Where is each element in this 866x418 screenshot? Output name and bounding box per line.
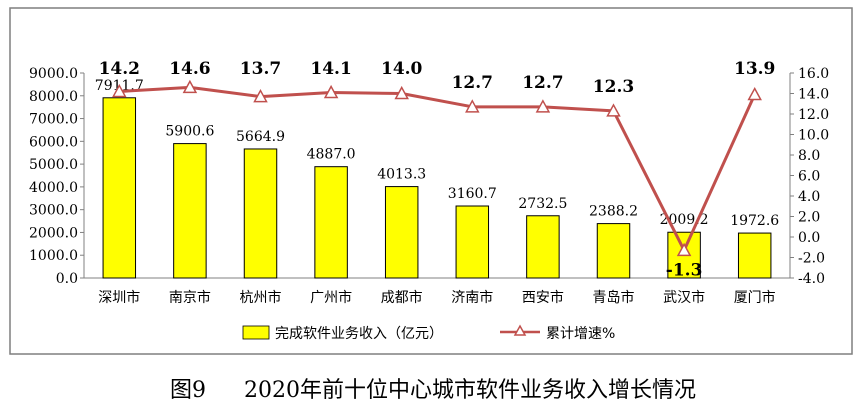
line-value-label: 12.7 bbox=[522, 73, 563, 93]
left-axis-tick-label: 4000.0 bbox=[29, 180, 78, 196]
bar bbox=[243, 148, 278, 279]
x-tick-label: 济南市 bbox=[451, 289, 493, 306]
legend-bar-label: 完成软件业务收入（亿元） bbox=[275, 326, 443, 342]
right-axis-tick-label: 0.0 bbox=[798, 230, 820, 246]
line-value-label: -1.3 bbox=[666, 260, 703, 280]
right-axis-tick-label: 6.0 bbox=[798, 169, 820, 185]
left-axis-tick-label: 8000.0 bbox=[29, 89, 78, 105]
left-axis-tick-label: 5000.0 bbox=[29, 157, 78, 173]
right-axis-tick-label: -2.0 bbox=[798, 251, 825, 267]
bar bbox=[384, 186, 419, 279]
x-tick-label: 西安市 bbox=[522, 289, 564, 306]
bar bbox=[526, 215, 560, 279]
left-axis-tick-label: 6000.0 bbox=[29, 134, 78, 150]
x-tick-label: 武汉市 bbox=[663, 289, 705, 306]
line-marker bbox=[253, 89, 268, 103]
line-marker bbox=[182, 79, 198, 94]
x-tick-label: 厦门市 bbox=[734, 289, 776, 306]
bar-value-label: 2388.2 bbox=[589, 204, 638, 220]
line-marker bbox=[323, 84, 339, 99]
bar bbox=[737, 232, 772, 279]
x-tick-label: 广州市 bbox=[310, 289, 352, 306]
right-axis-tick-label: 2.0 bbox=[798, 210, 820, 226]
bar-value-label: 2732.5 bbox=[518, 196, 567, 212]
chart-border bbox=[9, 7, 853, 355]
line-value-label: 13.7 bbox=[240, 59, 281, 79]
right-axis-tick-label: -4.0 bbox=[798, 271, 825, 287]
bar-value-label: 4887.0 bbox=[307, 147, 356, 163]
figure-title: 2020年前十位中心城市软件业务收入增长情况 bbox=[244, 378, 696, 403]
left-axis-tick-label: 0.0 bbox=[56, 271, 78, 287]
line-marker bbox=[465, 99, 480, 113]
right-axis-tick-label: 8.0 bbox=[798, 148, 820, 164]
right-axis-tick-label: 10.0 bbox=[798, 128, 829, 144]
bar bbox=[314, 166, 348, 279]
x-tick-label: 成都市 bbox=[381, 289, 423, 306]
right-axis-tick-label: 14.0 bbox=[798, 87, 829, 103]
line-marker bbox=[747, 86, 762, 101]
line-value-label: 12.3 bbox=[593, 77, 634, 97]
left-axis-tick-label: 9000.0 bbox=[29, 66, 78, 82]
x-tick-label: 杭州市 bbox=[240, 289, 282, 306]
left-axis-tick-label: 1000.0 bbox=[29, 248, 78, 264]
bar-value-label: 4013.3 bbox=[377, 167, 426, 183]
bar-value-label: 1972.6 bbox=[730, 213, 779, 229]
legend-line-label: 累计增速% bbox=[546, 326, 615, 342]
right-axis-tick-label: 16.0 bbox=[798, 66, 829, 82]
line-value-label: 13.9 bbox=[734, 59, 775, 79]
x-tick-label: 深圳市 bbox=[98, 289, 140, 306]
right-axis-tick-label: 4.0 bbox=[798, 189, 820, 205]
bar bbox=[596, 223, 631, 279]
legend-triangle-marker bbox=[513, 324, 527, 336]
x-tick-label: 青岛市 bbox=[593, 289, 635, 306]
growth-line bbox=[119, 85, 757, 252]
legend: 完成软件业务收入（亿元） 累计增速% bbox=[242, 324, 615, 342]
line-value-label: 12.7 bbox=[452, 73, 493, 93]
bar-value-label: 3160.7 bbox=[448, 186, 497, 202]
legend-bar-swatch bbox=[242, 325, 270, 340]
right-axis-tick-label: 12.0 bbox=[798, 107, 829, 123]
left-axis-tick-label: 7000.0 bbox=[29, 112, 78, 128]
left-axis-tick-label: 2000.0 bbox=[29, 225, 78, 241]
line-marker bbox=[535, 99, 551, 113]
bar bbox=[102, 97, 137, 279]
bar-value-label: 5664.9 bbox=[236, 129, 285, 145]
bar bbox=[455, 205, 490, 279]
x-tick-label: 南京市 bbox=[169, 289, 211, 306]
left-axis-tick-label: 3000.0 bbox=[29, 203, 78, 219]
line-value-label: 14.0 bbox=[381, 59, 423, 79]
line-value-label: 14.2 bbox=[99, 59, 140, 79]
line-marker bbox=[606, 103, 621, 117]
line-value-label: 14.1 bbox=[310, 59, 351, 79]
line-value-label: 14.6 bbox=[169, 59, 210, 79]
figure-caption: 图9 2020年前十位中心城市软件业务收入增长情况 bbox=[0, 372, 866, 404]
bar bbox=[173, 143, 207, 279]
bar-value-label: 5900.6 bbox=[165, 124, 214, 140]
figure-number: 图9 bbox=[170, 378, 206, 403]
line-marker bbox=[394, 85, 409, 100]
line-marker bbox=[676, 242, 692, 257]
line-marker bbox=[112, 83, 127, 98]
